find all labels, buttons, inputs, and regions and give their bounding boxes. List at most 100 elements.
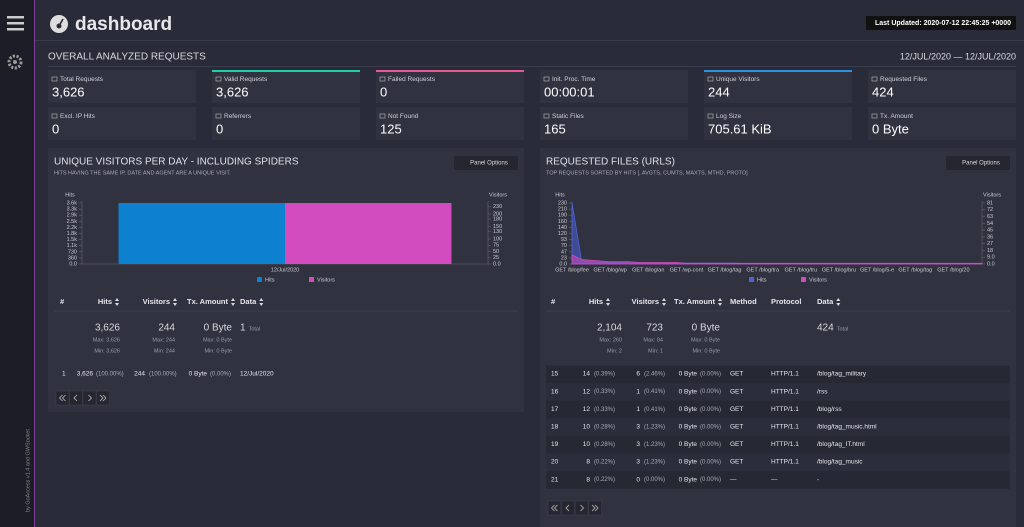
- sort-icon[interactable]: [606, 298, 610, 306]
- sort-icon[interactable]: [173, 298, 177, 306]
- y-tick-label: 190: [558, 213, 567, 219]
- metric-value: 125: [380, 121, 402, 136]
- sort-icon[interactable]: [231, 298, 235, 306]
- sort-icon[interactable]: [662, 298, 666, 306]
- table-cell: /blog/tag_IT.html: [817, 441, 865, 448]
- summary-value: 723: [646, 323, 663, 334]
- metric-card: [868, 107, 1016, 140]
- summary-caption: Total: [837, 326, 849, 332]
- table-cell: 12/Jul/2020: [240, 371, 274, 378]
- summary-value: 2,104: [597, 323, 622, 334]
- table-cell: (1.23%): [644, 424, 665, 430]
- table-cell: -: [817, 476, 819, 483]
- panel-options-button[interactable]: [946, 156, 1010, 170]
- menu-button[interactable]: [7, 16, 24, 31]
- metric-label: Valid Requests: [224, 76, 268, 83]
- column-header: #: [60, 297, 65, 306]
- metric-value: 705.61 KiB: [708, 121, 772, 136]
- table-cell: 0 Byte: [679, 371, 698, 378]
- summary-value: 424: [817, 323, 834, 334]
- last-updated-box: [866, 16, 1016, 30]
- table-cell: /blog/rss: [817, 406, 842, 413]
- column-header: Data: [817, 297, 834, 306]
- pagination-button[interactable]: [69, 390, 83, 406]
- settings-button[interactable]: [7, 54, 23, 70]
- table-row: [546, 400, 1010, 419]
- x-tick-label: GET /wp-cont: [670, 267, 704, 273]
- table-cell: 16: [551, 388, 559, 395]
- metric-card: [540, 70, 688, 103]
- panel-options-label: Panel Options: [470, 161, 508, 167]
- metric-icon: [871, 113, 878, 119]
- x-tick-label: GET /blog/bru: [822, 267, 856, 273]
- y-tick-label: 2.9k: [67, 213, 78, 219]
- y-tick-label: 730: [68, 249, 77, 255]
- bar: [285, 203, 452, 264]
- metric-card: [704, 70, 852, 103]
- y2-tick-label: 45: [987, 228, 993, 234]
- pagination-button[interactable]: [561, 500, 575, 516]
- sort-icon[interactable]: [718, 298, 722, 306]
- y-tick-label: 23: [561, 255, 567, 261]
- metric-icon: [543, 76, 550, 82]
- metric-icon: [215, 113, 222, 119]
- x-tick-label: GET /blog/tra: [746, 267, 780, 273]
- metric-label: Tx. Amount: [880, 113, 913, 120]
- table-cell: 0 Byte: [189, 371, 208, 378]
- metric-label: Requested Files: [880, 76, 928, 83]
- sort-icon[interactable]: [259, 298, 264, 306]
- column-header: Method: [730, 297, 757, 306]
- table-cell: (0.41%): [644, 407, 665, 413]
- metric-label: Referrers: [224, 113, 252, 120]
- table-cell: (2.46%): [644, 372, 665, 378]
- pagination-button[interactable]: [82, 390, 97, 406]
- table-row: [546, 453, 1010, 472]
- table-cell: HTTP/1.1: [771, 424, 799, 431]
- table-cell: (0.33%): [594, 389, 615, 395]
- table-cell: 12: [583, 388, 591, 395]
- x-tick-label: GET /blog/5-e: [860, 267, 894, 273]
- x-tick-label: GET /blog/wp: [594, 267, 627, 273]
- sidebar: [0, 0, 34, 527]
- column-header: Tx. Amount: [187, 297, 228, 306]
- sort-icon[interactable]: [836, 298, 841, 306]
- table-cell: (100.00%): [96, 372, 124, 378]
- table-cell: —: [771, 476, 778, 483]
- metric-card: [540, 107, 688, 140]
- pagination-button[interactable]: [574, 500, 589, 516]
- table-cell: HTTP/1.1: [771, 388, 799, 395]
- metric-icon: [379, 113, 386, 119]
- panel-options-button[interactable]: [454, 156, 518, 170]
- sort-icon[interactable]: [115, 298, 119, 306]
- y2-tick-label: 27: [987, 241, 993, 247]
- y2-tick-label: 230: [493, 204, 502, 210]
- table-cell: (0.00%): [700, 372, 721, 378]
- x-tick-label: GET /blog/tru: [785, 267, 818, 273]
- table-cell: (0.41%): [644, 389, 665, 395]
- y-tick-label: 230: [558, 200, 567, 206]
- table-cell: 1: [636, 388, 640, 395]
- table-row: [546, 418, 1010, 436]
- summary-value: 244: [158, 323, 175, 334]
- summary-max: Max: 0 Byte: [691, 337, 720, 343]
- metric-icon: [215, 76, 222, 82]
- logo-icon: [50, 15, 68, 33]
- pagination-icon: [565, 504, 570, 512]
- metric-value: 424: [872, 84, 894, 99]
- metric-label: Not Found: [388, 113, 419, 120]
- y2-tick-label: 18: [987, 248, 993, 254]
- y2-tick-label: 72: [987, 207, 993, 213]
- table-cell: 1: [62, 371, 66, 378]
- table-cell: GET: [730, 371, 743, 378]
- table-cell: (0.00%): [700, 477, 721, 483]
- column-header: Visitors: [632, 297, 659, 306]
- table-cell: (0.28%): [594, 442, 615, 448]
- summary-max: Max: 244: [152, 337, 175, 343]
- table-cell: /blog/tag_music.html: [817, 424, 877, 431]
- table-cell: GET: [730, 424, 743, 431]
- summary-min: Min: 0 Byte: [692, 348, 720, 354]
- y2-axis-title: Visitors: [489, 192, 507, 198]
- table-cell: 1: [636, 406, 640, 413]
- y2-tick-label: 0.0: [493, 261, 501, 267]
